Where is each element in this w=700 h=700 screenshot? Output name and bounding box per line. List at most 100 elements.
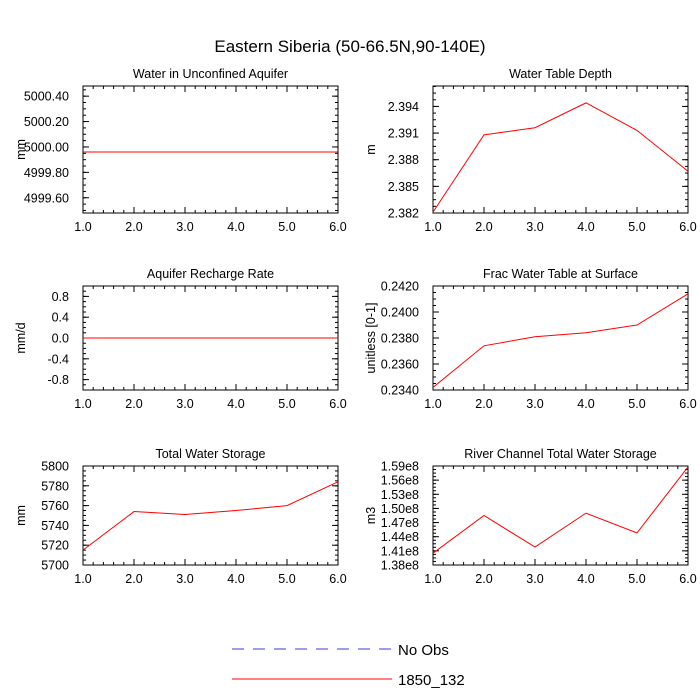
figure-title: Eastern Siberia (50-66.5N,90-140E) [214,37,485,56]
y-axis-label: unitless [0-1] [364,303,378,374]
y-tick-label: 5780 [41,479,69,493]
panel-1: Water in Unconfined Aquifer mm 1.0 2.0 3.0 4.… [14,67,347,234]
y-tick-label: -0.8 [47,373,69,387]
y-tick-label: 5740 [41,519,69,533]
y-tick-label: 5000.40 [24,90,69,104]
panel-title: River Channel Total Water Storage [464,447,657,461]
y-tick-label: -0.4 [47,352,69,366]
legend-no-obs-label: No Obs [398,642,449,659]
x-tick-label: 2.0 [125,572,142,586]
x-tick-label: 2.0 [475,397,492,411]
x-tick-label: 1.0 [424,220,441,234]
x-tick-label: 6.0 [329,220,346,234]
y-tick-label: 0.2400 [381,306,419,320]
plot-frame [82,465,339,566]
x-tick-label: 2.0 [125,397,142,411]
y-tick-label: 2.382 [388,207,419,221]
plot-frame [432,85,689,214]
x-tick-label: 6.0 [679,220,696,234]
legend-1850-132-label: 1850_132 [398,672,465,689]
y-tick-label: 0.8 [52,290,69,304]
y-tick-label: 1.53e8 [381,488,419,502]
x-tick-label: 6.0 [329,572,346,586]
x-tick-label: 1.0 [424,572,441,586]
y-tick-label: 0.0 [52,332,69,346]
y-tick-label: 0.2420 [381,280,419,294]
series-line-1850-132 [432,102,689,213]
x-tick-label: 3.0 [526,220,543,234]
x-tick-label: 1.0 [74,220,91,234]
x-tick-label: 1.0 [424,397,441,411]
x-tick-label: 4.0 [227,572,244,586]
y-tick-label: 5000.00 [24,140,69,154]
series-line-1850-132 [82,481,339,551]
y-tick-label: 0.2380 [381,332,419,346]
x-tick-label: 5.0 [278,397,295,411]
plot-frame [82,85,339,214]
plot-frame [432,285,689,391]
y-tick-label: 2.391 [388,127,419,141]
panel-4: Frac Water Table at Surface unitless [0-1… [364,267,697,411]
x-tick-label: 3.0 [176,397,193,411]
x-tick-label: 4.0 [227,397,244,411]
y-tick-label: 1.41e8 [381,544,419,558]
x-tick-label: 3.0 [176,220,193,234]
panel-6: River Channel Total Water Storage m3 1.0 2.… [364,447,697,586]
series-line-1850-132 [432,466,689,554]
y-axis-label: mm [14,505,28,526]
y-axis-label: mm [14,139,28,160]
y-tick-label: 0.4 [52,311,69,325]
y-tick-label: 1.50e8 [381,502,419,516]
x-tick-label: 4.0 [577,397,594,411]
panel-title: Frac Water Table at Surface [483,267,638,281]
y-tick-label: 0.2340 [381,384,419,398]
x-tick-label: 2.0 [475,220,492,234]
y-tick-label: 2.394 [388,100,419,114]
x-tick-label: 4.0 [227,220,244,234]
panel-3: Aquifer Recharge Rate mm/d 1.0 2.0 3.0 4.0 5.0… [14,267,347,411]
series-line-1850-132 [432,293,689,388]
x-tick-label: 2.0 [475,572,492,586]
panel-title: Water in Unconfined Aquifer [133,67,288,81]
x-tick-label: 4.0 [577,220,594,234]
y-tick-label: 2.388 [388,153,419,167]
x-tick-label: 5.0 [278,572,295,586]
y-axis-label: mm/d [14,322,28,353]
x-tick-label: 3.0 [176,572,193,586]
x-tick-label: 5.0 [628,572,645,586]
panel-title: Aquifer Recharge Rate [147,267,274,281]
y-tick-label: 5760 [41,499,69,513]
panels: Water in Unconfined Aquifer mm 1.0 2.0 3.0 4.… [14,67,697,586]
y-tick-label: 5700 [41,559,69,573]
y-tick-label: 1.38e8 [381,559,419,573]
y-tick-label: 5000.20 [24,115,69,129]
x-tick-label: 5.0 [278,220,295,234]
x-tick-label: 6.0 [329,397,346,411]
y-axis-label: m [364,144,378,154]
y-tick-label: 1.56e8 [381,474,419,488]
panel-title: Water Table Depth [509,67,612,81]
y-tick-label: 0.2360 [381,358,419,372]
plot-frame [432,465,689,566]
legend: No Obs 1850_132 [232,642,465,689]
y-tick-label: 4999.60 [24,191,69,205]
panel-5: Total Water Storage mm 1.0 2.0 3.0 4.0 5.0 6.0 5… [14,447,347,586]
y-tick-label: 1.47e8 [381,516,419,530]
x-tick-label: 6.0 [679,397,696,411]
x-tick-label: 3.0 [526,397,543,411]
x-tick-label: 3.0 [526,572,543,586]
x-tick-label: 1.0 [74,572,91,586]
x-tick-label: 6.0 [679,572,696,586]
panel-title: Total Water Storage [155,447,265,461]
y-tick-label: 1.44e8 [381,530,419,544]
y-axis-label: m3 [364,507,378,524]
x-tick-label: 5.0 [628,397,645,411]
y-tick-label: 5720 [41,539,69,553]
x-tick-label: 5.0 [628,220,645,234]
y-tick-label: 5800 [41,460,69,474]
panel-2: Water Table Depth m 1.0 2.0 3.0 4.0 5.0 6.0 2.38… [364,67,697,234]
y-tick-label: 4999.80 [24,166,69,180]
x-tick-label: 1.0 [74,397,91,411]
y-tick-label: 2.385 [388,180,419,194]
